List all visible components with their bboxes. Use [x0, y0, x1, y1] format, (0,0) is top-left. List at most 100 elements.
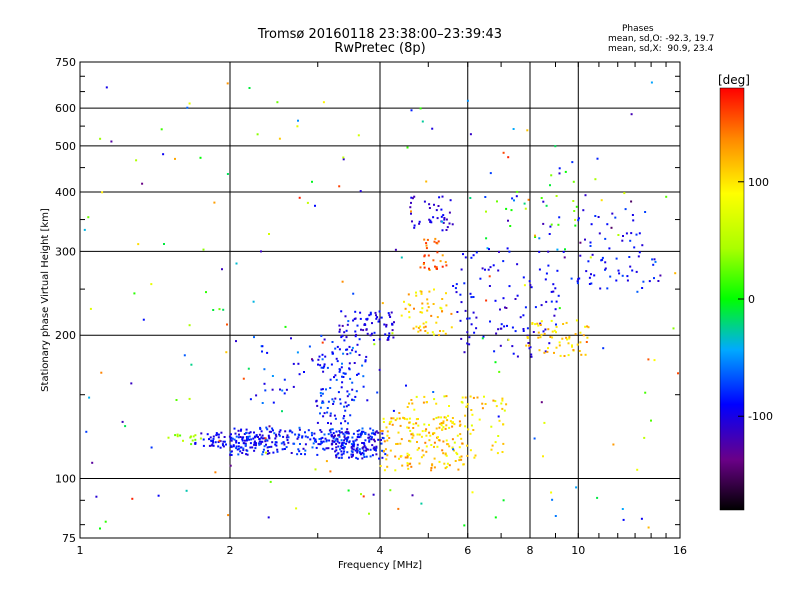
data-point [523, 202, 526, 205]
data-point [469, 432, 472, 435]
data-point [353, 399, 356, 402]
data-point [554, 308, 557, 311]
data-point [615, 279, 618, 282]
data-point [271, 375, 274, 377]
data-point [550, 491, 553, 494]
data-point [230, 436, 233, 439]
data-point [537, 324, 540, 327]
data-point [406, 462, 409, 465]
data-point [590, 223, 593, 226]
data-point [268, 430, 271, 433]
data-point [548, 342, 551, 345]
data-point [212, 439, 214, 442]
data-point [413, 307, 415, 310]
data-point [511, 326, 514, 329]
data-point [133, 292, 136, 295]
data-point [352, 319, 355, 322]
data-point [347, 422, 349, 425]
data-point [606, 223, 609, 226]
data-point [423, 238, 426, 241]
data-point [359, 311, 362, 314]
data-point [371, 322, 373, 325]
data-point [642, 280, 645, 283]
data-point [615, 257, 618, 260]
data-point [400, 256, 403, 259]
data-point [406, 426, 409, 429]
data-point [338, 434, 341, 436]
data-point [325, 447, 328, 450]
data-point [415, 395, 418, 398]
data-point [378, 310, 381, 313]
data-point [555, 323, 557, 326]
data-point [550, 174, 553, 177]
data-point [373, 331, 376, 334]
data-point [435, 321, 438, 324]
data-point [333, 414, 336, 417]
data-point [425, 450, 428, 453]
data-point [323, 363, 326, 366]
x-tick-label: 16 [673, 544, 687, 557]
data-point [274, 433, 277, 436]
data-point [335, 378, 338, 381]
data-point [562, 323, 565, 325]
data-point [485, 299, 488, 302]
data-point [366, 399, 369, 402]
data-point [443, 416, 446, 419]
data-point [321, 392, 324, 395]
data-point [347, 431, 350, 434]
data-point [600, 199, 603, 202]
data-point [358, 354, 361, 356]
data-point [348, 441, 351, 444]
x-tick-label: 4 [377, 544, 384, 557]
data-point [331, 398, 334, 401]
data-point [408, 439, 411, 442]
chart-subtitle: RwPretec (8p) [334, 41, 426, 56]
data-point [422, 454, 425, 457]
data-point [343, 415, 346, 417]
data-point [526, 129, 529, 132]
data-point [570, 277, 573, 280]
data-point [83, 228, 86, 231]
data-point [471, 413, 474, 416]
data-point [430, 221, 433, 224]
data-point [412, 434, 415, 437]
data-point [206, 433, 209, 436]
data-point [494, 299, 497, 302]
data-point [234, 432, 237, 435]
data-point [323, 338, 326, 341]
data-point [360, 432, 363, 435]
data-point [319, 406, 322, 409]
data-point [409, 440, 412, 443]
data-point [648, 280, 651, 283]
data-point [621, 508, 624, 510]
data-point [245, 439, 248, 442]
data-point [635, 270, 638, 273]
data-point [490, 425, 493, 428]
data-point [383, 450, 385, 453]
data-point [245, 428, 248, 431]
data-point [472, 429, 475, 431]
data-point [314, 204, 316, 207]
data-point [443, 217, 446, 219]
data-point [415, 325, 418, 328]
data-point [258, 443, 261, 446]
data-point [260, 250, 262, 253]
data-point [420, 435, 423, 438]
data-point [296, 453, 299, 456]
data-point [247, 367, 250, 370]
data-point [261, 402, 264, 404]
data-point [431, 127, 434, 130]
data-point [502, 297, 505, 300]
data-point [424, 330, 427, 332]
data-point [334, 439, 337, 442]
data-point [586, 336, 589, 339]
data-point [214, 471, 217, 474]
data-point [238, 447, 241, 450]
data-point [235, 445, 238, 448]
data-point [417, 424, 420, 427]
data-point [319, 429, 322, 432]
data-point [512, 128, 515, 130]
data-point [436, 251, 439, 254]
data-point [217, 441, 220, 443]
data-point [462, 253, 464, 256]
